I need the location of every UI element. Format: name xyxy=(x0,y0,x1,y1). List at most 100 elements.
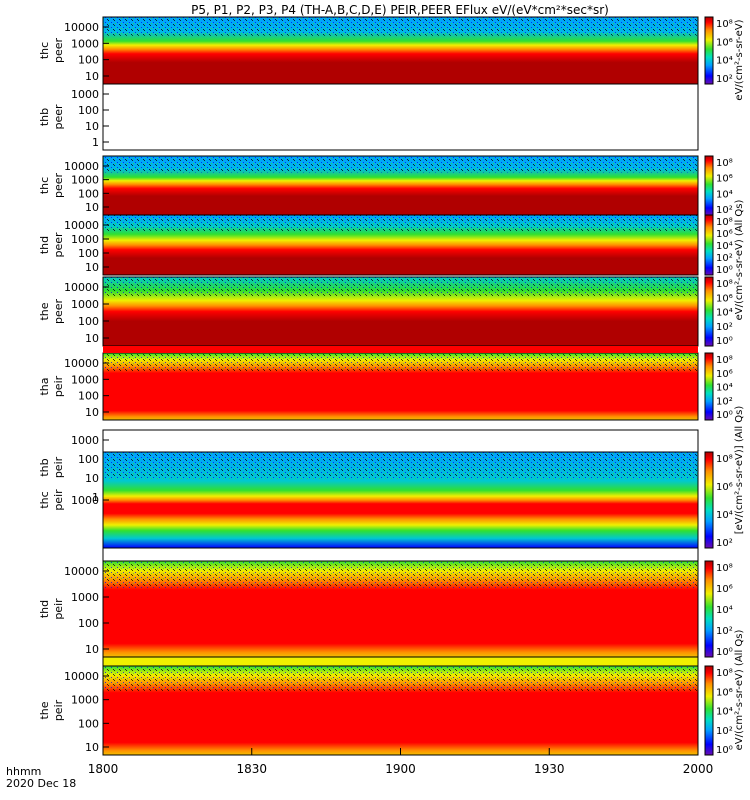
panel-product-label: peer xyxy=(52,38,65,64)
y-tick-label: 1000 xyxy=(71,233,99,246)
colorbar xyxy=(704,665,714,756)
x-tick-label: 1800 xyxy=(88,762,119,776)
y-tick-label: 1000 xyxy=(71,434,99,447)
colorbar-tick-label: 10⁶ xyxy=(716,37,733,48)
colorbar xyxy=(704,560,714,658)
colorbar-tick-label: 10⁶ xyxy=(716,482,733,493)
panel-frame xyxy=(102,83,699,151)
panel-product-label: peir xyxy=(52,489,65,511)
y-tick-label: 10000 xyxy=(64,160,99,173)
panel-probe-label: thd xyxy=(38,236,51,254)
colorbar-tick-label: 10⁶ xyxy=(716,229,733,240)
y-tick-label: 10000 xyxy=(64,565,99,578)
colorbar-tick-label: 10⁶ xyxy=(716,584,733,595)
colorbar-unit-label: eV/(cm²-s-sr-eV) xyxy=(734,19,745,100)
colorbar-tick-label: 10² xyxy=(716,626,733,637)
panel-product-label: peer xyxy=(52,232,65,258)
colorbar-tick-label: 10⁰ xyxy=(716,336,733,347)
colorbar-tick-label: 10² xyxy=(716,726,733,737)
x-tick-label: 1930 xyxy=(534,762,565,776)
panel-the-peer-4: 10000 1000 100 10 the peer 10⁸ 10⁶ 10⁴ 10² 10⁰ xyxy=(38,276,733,347)
y-tick-label: 100 xyxy=(78,247,99,260)
panel-thb-peer-1: 1000 100 10 1 thb peer xyxy=(38,83,699,151)
panel-product-label: peir xyxy=(52,375,65,397)
noise-speckle xyxy=(103,452,698,479)
y-tick-label: 10000 xyxy=(64,670,99,683)
colorbar-tick-label: 10⁴ xyxy=(716,510,733,521)
colorbar xyxy=(704,276,714,347)
colorbar xyxy=(704,155,714,216)
y-tick-label: 1000 xyxy=(71,298,99,311)
colorbar-tick-label: 10⁸ xyxy=(716,279,733,290)
y-tick-label: 10 xyxy=(85,741,99,754)
y-tick-label: 10000 xyxy=(64,357,99,370)
panel-tha-peir-5: 10000 1000 100 10 tha peir 10⁸ 10⁶ 10⁴ 10² 10⁰ xyxy=(38,352,733,421)
y-tick-label: 1000 xyxy=(71,373,99,386)
colorbar-tick-label: 10⁰ xyxy=(716,745,733,756)
y-tick-label: 100 xyxy=(78,390,99,403)
panel-probe-label: thb xyxy=(38,108,51,126)
colorbar-tick-label: 10² xyxy=(716,322,733,333)
colorbar-tick-label: 10⁴ xyxy=(716,56,733,67)
noise-speckle xyxy=(103,561,698,588)
panel-thc-peer-0: 10000 1000 100 10 thc peer 10⁸ 10⁶ 10⁴ 10² xyxy=(38,16,733,85)
panel-the-peir-9: 10000 1000 100 10 the peir 10⁸ 10⁶ 10⁴ 10² 10⁰ xyxy=(38,665,733,756)
colorbar-tick-label: 10⁰ xyxy=(716,647,733,658)
y-tick-label: 1 xyxy=(92,136,99,149)
noise-speckle xyxy=(103,17,698,36)
colorbar-tick-label: 10⁴ xyxy=(716,308,733,319)
y-tick-label: 10000 xyxy=(64,281,99,294)
colorbar-tick-label: 10⁸ xyxy=(716,19,733,30)
colorbar-tick-label: 10⁶ xyxy=(716,293,733,304)
colorbar-tick-label: 10² xyxy=(716,253,733,264)
gap-bar xyxy=(103,346,698,353)
colorbar-tick-label: 10⁴ xyxy=(716,383,733,394)
panel-product-label: peir xyxy=(52,598,65,620)
gap-bar xyxy=(102,656,699,667)
colorbar xyxy=(704,352,714,421)
noise-speckle xyxy=(103,353,698,372)
panel-product-label: peir xyxy=(52,456,65,478)
panel-thc-peir-7: 1000 thc peir 10⁸ 10⁶ 10⁴ 10² xyxy=(38,451,733,549)
y-tick-label: 100 xyxy=(78,717,99,730)
colorbar-unit-labels: eV/(cm²-s-sr-eV) eV/(cm²-s-sr-eV) (All Qs… xyxy=(734,19,745,750)
panel-product-label: peer xyxy=(52,299,65,325)
y-tick-label: 10 xyxy=(85,332,99,345)
colorbar-tick-label: 10⁸ xyxy=(716,563,733,574)
x-tick-label: 2000 xyxy=(683,762,714,776)
panel-probe-label: tha xyxy=(38,377,51,395)
panel-probe-label: thc xyxy=(38,177,51,194)
colorbar-tick-label: 10² xyxy=(716,396,733,407)
y-tick-label: 100 xyxy=(78,617,99,630)
chart-title: P5, P1, P2, P3, P4 (TH-A,B,C,D,E) PEIR,P… xyxy=(191,3,609,17)
colorbar-tick-label: 10² xyxy=(716,538,733,549)
noise-speckle xyxy=(103,666,698,691)
y-tick-label: 100 xyxy=(78,54,99,67)
y-tick-label: 10000 xyxy=(64,219,99,232)
panel-probe-label: thd xyxy=(38,600,51,618)
panel-probe-label: the xyxy=(38,701,51,719)
y-tick-label: 10 xyxy=(85,261,99,274)
y-tick-label: 100 xyxy=(78,315,99,328)
colorbar-tick-label: 10⁸ xyxy=(716,355,733,366)
y-tick-label: 10 xyxy=(85,472,99,485)
colorbar-tick-label: 10⁸ xyxy=(716,454,733,465)
x-tick-label: 1900 xyxy=(385,762,416,776)
y-tick-label: 100 xyxy=(78,453,99,466)
y-tick-label: 1000 xyxy=(71,37,99,50)
y-tick-label: 10 xyxy=(85,120,99,133)
x-axis: 1800 1830 1900 1930 2000 xyxy=(88,748,714,776)
panel-frame xyxy=(102,214,699,276)
y-tick-label: 1000 xyxy=(71,591,99,604)
colorbar-tick-label: 10⁴ xyxy=(716,241,733,252)
y-tick-label: 1 xyxy=(92,491,99,504)
colorbar xyxy=(704,451,714,549)
y-tick-label: 10 xyxy=(85,406,99,419)
colorbar xyxy=(704,16,714,85)
colorbar-tick-label: 10⁶ xyxy=(716,174,733,185)
colorbar-tick-label: 10² xyxy=(716,205,733,216)
